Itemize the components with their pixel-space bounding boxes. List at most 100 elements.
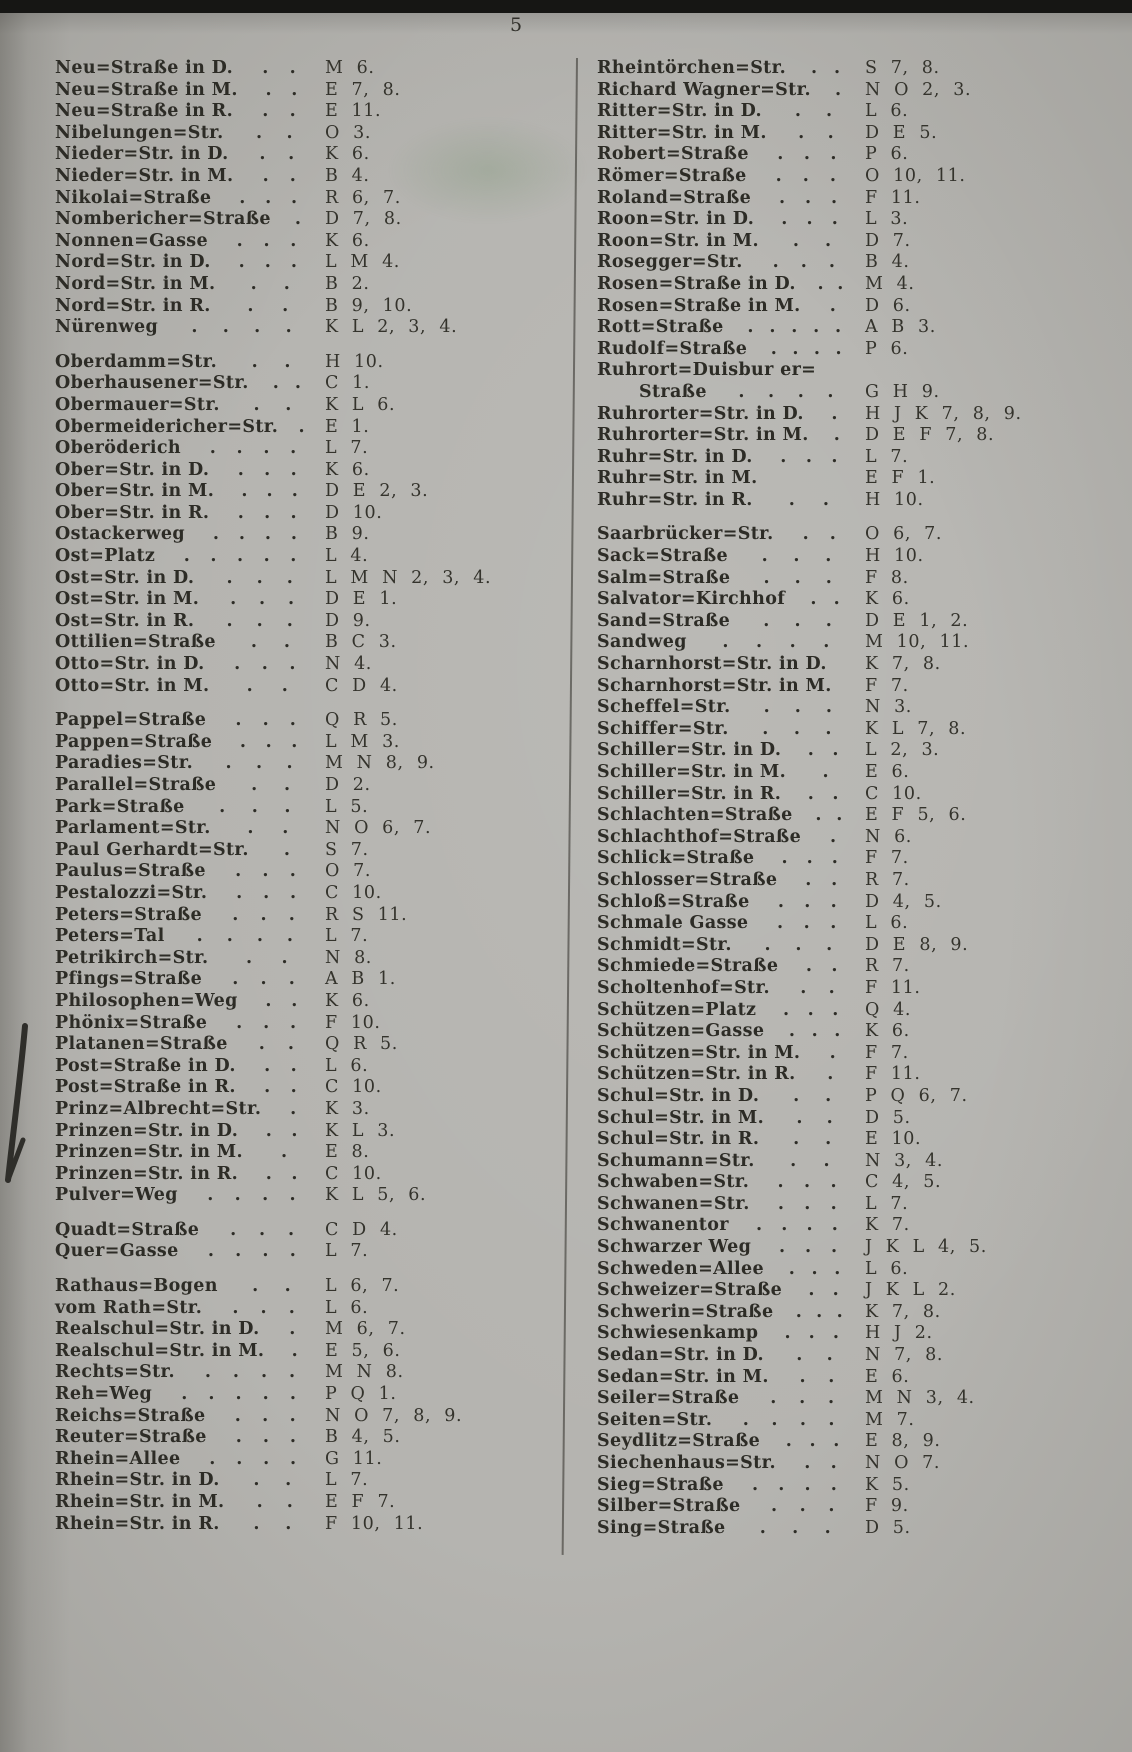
grid-coordinate: A B 1. (325, 969, 396, 990)
leader-dot: . (222, 317, 229, 338)
street-name: Sedan=Str. in M. (597, 1366, 769, 1387)
index-row: Römer=Straße... O 10, 11. (597, 166, 1065, 188)
street-name: Oberhausener=Str. (55, 373, 249, 394)
index-row: Nord=Str. in R... B 9, 10. (55, 296, 491, 318)
leader-dot: . (209, 438, 216, 459)
leader-dot: . (219, 796, 226, 817)
leader-dot: . (225, 753, 232, 774)
street-name: Neu=Straße in R. (55, 101, 234, 122)
index-row: Quer=Gasse.... L 7. (55, 1241, 491, 1263)
leader-dot: . (288, 904, 295, 925)
leader-dot: . (289, 101, 296, 122)
leader-dot: . (807, 740, 814, 761)
leader-dot: . (251, 796, 258, 817)
grid-coordinate: K 7, 8. (865, 654, 941, 675)
dot-leader: ... (199, 1220, 325, 1240)
leader-dot: . (265, 731, 272, 752)
grid-coordinate: R 6, 7. (325, 187, 401, 208)
leader-dot: . (262, 165, 269, 186)
dot-leader: .. (211, 296, 325, 316)
leader-dot: . (247, 818, 254, 839)
leader-dot: . (285, 394, 292, 415)
grid-coordinate: K 6. (325, 230, 370, 251)
leader-dot: . (262, 1427, 269, 1448)
leader-dot: . (777, 144, 784, 165)
leader-dot: . (831, 209, 838, 230)
dot-leader: . (801, 827, 865, 847)
dot-leader: . (809, 425, 865, 445)
grid-coordinate: L 7. (325, 1470, 369, 1491)
street-name: Pappen=Straße (55, 731, 213, 752)
dot-leader: .. (228, 1034, 325, 1054)
leader-dot: . (251, 775, 258, 795)
leader-dot: . (286, 926, 293, 947)
leader-dot: . (831, 869, 838, 890)
index-row: Rott=Straße..... A B 3. (597, 317, 1065, 339)
leader-dot: . (837, 273, 844, 294)
dot-leader: .. (249, 373, 325, 393)
leader-dot: . (813, 317, 820, 338)
leader-dot: . (290, 1448, 297, 1469)
grid-coordinate: F 10. (325, 1012, 381, 1033)
leader-dot: . (262, 861, 269, 882)
leader-dot: . (768, 381, 775, 402)
leader-dot: . (823, 632, 830, 653)
street-name: Ruhrorter=Str. in D. (597, 403, 804, 424)
leader-dot: . (289, 1427, 296, 1448)
index-row: Parallel=Straße.. D 2. (55, 775, 491, 797)
leader-dot: . (763, 567, 770, 588)
street-name: Schiller=Str. in R. (597, 783, 782, 804)
street-name: Peters=Tal (55, 926, 165, 947)
dot-leader: ... (758, 1323, 865, 1343)
grid-coordinate: N 3. (865, 697, 912, 718)
leader-dot: . (780, 446, 787, 467)
leader-dot: . (263, 438, 270, 459)
leader-dot: . (826, 1107, 833, 1128)
grid-coordinate: F 11. (865, 1064, 921, 1085)
dot-leader: .. (785, 589, 865, 609)
index-row: Seiten=Str..... M 7. (597, 1410, 1065, 1432)
street-name: Schul=Str. in D. (597, 1085, 760, 1106)
grid-coordinate: R 7. (865, 956, 910, 977)
leader-dot: . (241, 481, 248, 502)
grid-coordinate: M 6, 7. (325, 1319, 406, 1340)
grid-coordinate: M 6. (325, 58, 375, 78)
street-name: Oberdamm=Str. (55, 351, 218, 372)
dot-leader: ... (730, 611, 865, 631)
leader-dot: . (280, 1142, 288, 1163)
leader-dot: . (829, 826, 837, 847)
index-row: Salvator=Kirchhof.. K 6. (597, 589, 1065, 611)
grid-coordinate: K L 5, 6. (325, 1185, 427, 1206)
dot-leader: .... (181, 438, 325, 458)
leader-dot: . (255, 753, 263, 774)
street-name: Ober=Str. in D. (55, 459, 210, 480)
index-row: Ruhr=Str. in R... H 10. (597, 490, 1065, 512)
leader-dot: . (836, 1301, 843, 1322)
leader-dot: . (288, 589, 295, 610)
index-row: Schiller=Str. in D... L 2, 3. (597, 740, 1065, 762)
leader-dot: . (809, 1431, 816, 1452)
index-row: Rathaus=Bogen.. L 6, 7. (55, 1276, 491, 1298)
street-name: Scharnhorst=Str. in M. (597, 675, 832, 696)
dot-leader: .. (767, 123, 865, 143)
dot-leader: .. (764, 1108, 865, 1128)
leader-dot: . (262, 1384, 269, 1405)
grid-coordinate: L 6. (325, 1297, 369, 1318)
leader-dot: . (284, 775, 291, 795)
index-row: Rechts=Str..... M N 8. (55, 1362, 491, 1384)
grid-coordinate: E F 1. (865, 468, 936, 489)
index-row: Schlachten=Straße.. E F 5, 6. (597, 805, 1065, 827)
index-row: Nieder=Str. in D... K 6. (55, 144, 491, 166)
grid-coordinate: F 8. (865, 567, 909, 588)
leader-dot: . (264, 502, 271, 523)
leader-dot: . (289, 710, 296, 731)
leader-dot: . (815, 805, 822, 826)
dot-leader: .. (220, 395, 325, 415)
leader-dot: . (803, 144, 810, 165)
dot-leader: .. (774, 524, 865, 544)
dot-leader: ... (725, 1518, 865, 1538)
street-name: Paradies=Str. (55, 753, 194, 774)
leader-dot: . (250, 273, 257, 294)
index-row: Roon=Str. in D.... L 3. (597, 209, 1065, 231)
street-name: Roon=Str. in M. (597, 230, 759, 251)
